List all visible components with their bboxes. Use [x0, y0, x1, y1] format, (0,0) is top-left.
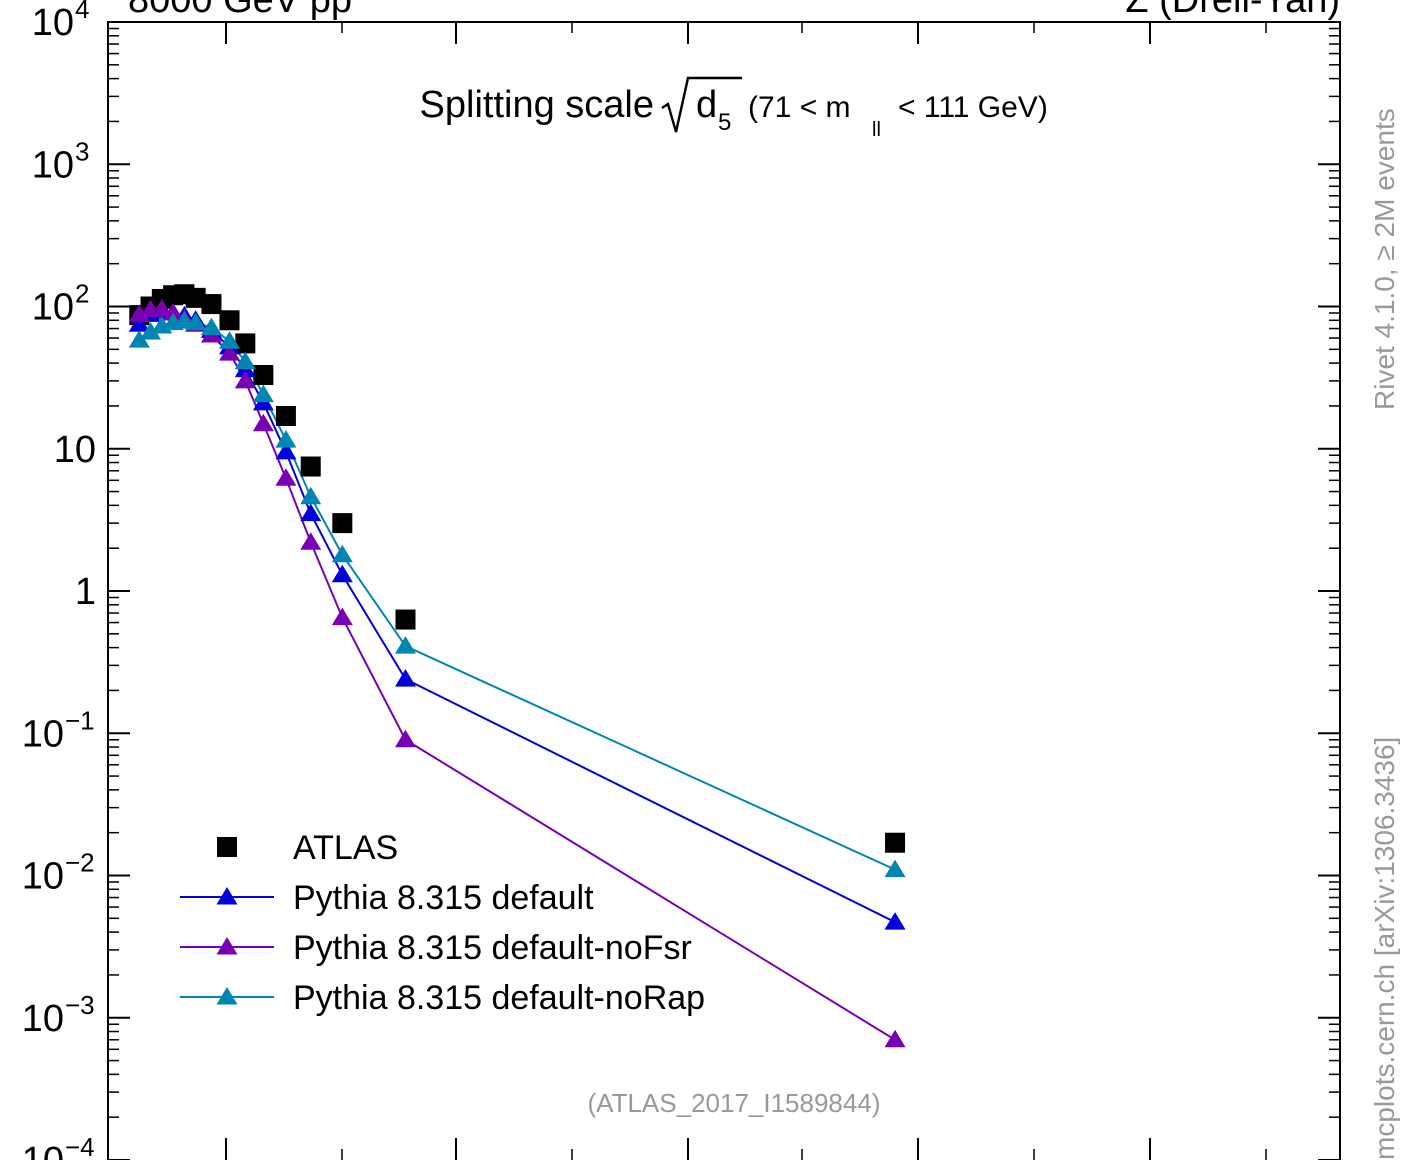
data-point-default [128, 314, 150, 332]
data-point-noRap [234, 351, 256, 370]
data-point-noRap [275, 430, 297, 448]
data-point-atlas [185, 287, 206, 308]
data-point-noRap [219, 331, 241, 349]
y-tick-label-exponent: −1 [65, 705, 95, 735]
side-text-bottom: mcplots.cern.ch [arXiv:1306.3436] [1369, 737, 1400, 1160]
title-symbol: d [696, 84, 717, 126]
data-point-atlas [219, 310, 240, 331]
y-tick-label: 10 [22, 713, 64, 755]
header-left: 8000 GeV pp [128, 0, 352, 21]
header-right: Z (Drell-Yan) [1125, 0, 1340, 21]
legend-marker-atlas [217, 837, 237, 857]
data-point-default [884, 912, 906, 930]
plot-title: Splitting scale d 5 (71 < m ll < 111 GeV… [420, 76, 1048, 141]
data-point-noFsr [300, 532, 322, 550]
y-tick-label-exponent: 2 [75, 279, 89, 309]
data-point-atlas [332, 513, 353, 534]
legend-label-default: Pythia 8.315 default [293, 879, 594, 917]
series-line-noRap [138, 320, 896, 871]
data-point-noRap [128, 330, 150, 348]
y-tick-label: 1 [75, 571, 96, 613]
data-point-noFsr [234, 370, 256, 389]
data-point-atlas [885, 832, 906, 853]
data-point-noRap [884, 859, 906, 878]
legend-marker-default [216, 887, 238, 905]
y-tick-label: 10 [22, 1140, 64, 1160]
sqrt-symbol [661, 76, 742, 133]
data-point-default [331, 564, 353, 583]
series-line-default [138, 309, 896, 924]
y-tick-label-exponent: 4 [75, 0, 89, 24]
data-point-default [300, 503, 322, 522]
y-axis-ticks [108, 21, 1340, 1160]
legend-marker-noRap [216, 987, 238, 1005]
y-tick-label-exponent: −2 [65, 848, 95, 878]
data-point-atlas [395, 609, 416, 630]
series-markers [128, 284, 906, 1048]
y-tick-label: 10 [22, 998, 64, 1040]
title-suffix: (71 < m [748, 91, 851, 124]
y-tick-label: 10 [32, 144, 74, 186]
data-point-noFsr [128, 304, 150, 322]
data-point-noRap [140, 322, 162, 340]
data-point-noFsr [394, 729, 416, 748]
analysis-annotation: (ATLAS_2017_I1589844) [588, 1088, 881, 1118]
side-text-top: Rivet 4.1.0, ≥ 2M events [1369, 108, 1400, 410]
legend: ATLAS Pythia 8.315 default Pythia 8.315 de… [180, 829, 705, 1017]
legend-label-atlas: ATLAS [293, 829, 398, 867]
legend-label-noFsr: Pythia 8.315 default-noFsr [293, 929, 692, 967]
data-point-noFsr [252, 413, 274, 432]
title-suffix-end: < 111 GeV) [898, 91, 1048, 124]
data-point-noRap [300, 486, 322, 505]
data-point-atlas [275, 405, 296, 426]
plot-frame [107, 21, 1341, 1160]
data-point-atlas [253, 364, 274, 385]
y-tick-label: 10 [32, 287, 74, 329]
data-point-noRap [394, 636, 416, 654]
data-point-atlas [235, 333, 256, 354]
title-subscript: 5 [718, 109, 731, 136]
data-point-noFsr [162, 303, 184, 321]
y-tick-label: 10 [32, 2, 74, 44]
data-point-noFsr [884, 1029, 906, 1048]
data-point-noFsr [151, 299, 173, 317]
data-point-noRap [200, 317, 222, 336]
title-suffix-sub: ll [872, 119, 881, 141]
data-point-noRap [331, 544, 353, 563]
data-point-noFsr [331, 607, 353, 626]
data-point-noRap [185, 312, 207, 331]
y-tick-label: 10 [54, 429, 96, 471]
data-point-default [275, 441, 297, 460]
y-tick-label-exponent: −3 [65, 990, 95, 1020]
data-point-atlas [201, 294, 222, 315]
y-tick-label: 10 [22, 856, 64, 898]
data-point-atlas [300, 456, 321, 477]
legend-label-noRap: Pythia 8.315 default-noRap [293, 979, 705, 1017]
data-point-noFsr [219, 343, 241, 361]
data-point-default [394, 669, 416, 687]
title-main: Splitting scale [420, 84, 654, 126]
x-axis-ticks [225, 22, 1267, 1160]
y-tick-label-exponent: −4 [65, 1132, 95, 1160]
legend-marker-noFsr [216, 937, 238, 955]
data-point-noFsr [275, 468, 297, 486]
y-tick-label-exponent: 3 [75, 136, 89, 166]
data-point-noRap [252, 384, 274, 403]
